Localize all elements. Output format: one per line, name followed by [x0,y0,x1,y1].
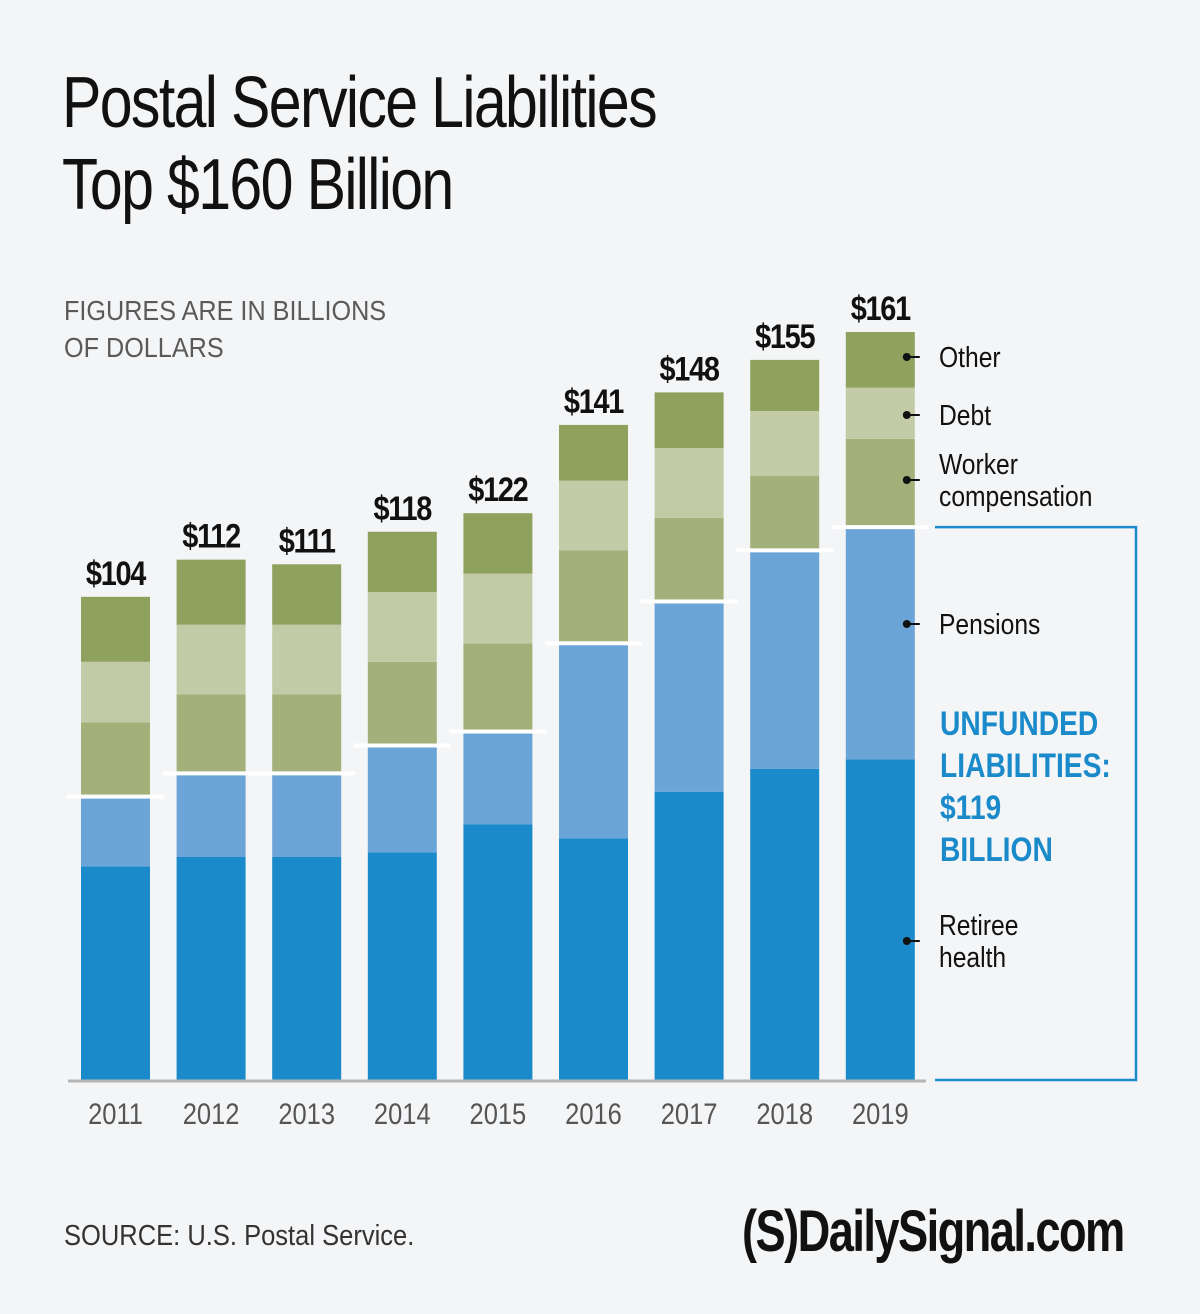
x-tick-label: 2017 [661,1097,718,1130]
bar-segment-worker_compensation [176,694,246,774]
x-tick-label: 2014 [374,1097,431,1130]
legend-label: health [939,941,1006,973]
bar-segment-retiree_health [750,768,820,1080]
bar-segment-retiree_health [654,791,724,1080]
bar-segment-pensions [81,796,150,867]
total-label: $111 [279,521,336,560]
x-tick-label: 2013 [278,1097,335,1130]
bar-segment-retiree_health [81,866,150,1080]
total-label: $104 [86,554,147,593]
x-tick-label: 2015 [470,1097,527,1130]
bar-segment-worker_compensation [845,438,915,528]
source-note: SOURCE: U.S. Postal Service. [64,1220,415,1252]
legend-label: Worker [939,448,1018,480]
bar-segment-other [750,359,820,411]
bar-segment-retiree_health [367,852,437,1080]
legend-label: Pensions [939,608,1040,640]
bar-segment-pensions [750,550,820,769]
bar-segment-pensions [367,745,437,853]
unfunded-separator [831,525,929,530]
subtitle-line-1: FIGURES ARE IN BILLIONS [64,295,387,326]
bar-segment-pensions [559,643,628,839]
title-line-2: Top $160 Billion [62,145,454,225]
bar-segment-retiree_health [272,856,342,1080]
bar-segment-pensions [845,527,915,760]
bar-segment-worker_compensation [559,550,628,644]
unfunded-bracket [935,525,1138,1082]
bar-segment-worker_compensation [463,643,533,732]
bar-segment-pensions [654,601,724,792]
total-label: $155 [755,317,815,356]
bar-segment-debt [750,410,820,477]
x-tick-label: 2019 [852,1097,909,1130]
bar-segment-retiree_health [463,824,533,1080]
total-label: $141 [564,382,624,421]
bar-segment-debt [176,624,246,695]
unfunded-separator [449,729,547,734]
bar-segment-retiree_health [845,759,915,1080]
bar-segment-other [845,332,915,388]
brand-logo: (S)DailySignal.com [742,1199,1125,1264]
chart-subtitle: FIGURES ARE IN BILLIONS OF DOLLARS [64,292,386,366]
title-line-1: Postal Service Liabilities [62,63,658,143]
legend-label: compensation [939,480,1092,512]
unfunded-separator [258,771,356,776]
bar-segment-other [463,513,533,574]
unfunded-separator [67,794,164,799]
x-tick-label: 2012 [183,1097,240,1130]
total-label: $112 [182,516,240,555]
subtitle-line-2: OF DOLLARS [64,332,224,363]
bar-segment-other [367,531,437,593]
bar-segment-worker_compensation [81,722,150,797]
x-tick-label: 2011 [88,1097,143,1130]
bar-segment-other [81,596,150,662]
bar-segment-debt [272,624,342,695]
bar-segment-debt [81,661,150,723]
chart-title: Postal Service Liabilities Top $160 Bill… [62,62,658,226]
unfunded-separator [545,641,642,646]
bar-segment-retiree_health [559,838,628,1080]
bar-segment-debt [654,448,724,518]
bar-segment-other [272,564,342,625]
unfunded-annotation: LIABILITIES: [940,747,1111,785]
bar-segment-pensions [176,773,246,857]
bar-segment-worker_compensation [367,661,437,746]
bar-segment-other [559,424,628,481]
bar-segment-pensions [272,773,342,857]
bar-segment-worker_compensation [750,476,820,551]
bar-segment-worker_compensation [654,517,724,602]
total-label: $118 [374,489,432,528]
legend-label: Retiree [939,909,1018,941]
bar-segment-other [176,559,246,625]
unfunded-separator [736,548,834,553]
x-tick-label: 2016 [565,1097,622,1130]
bar-segment-pensions [463,731,533,825]
bar-segment-debt [463,573,533,644]
bar-segment-retiree_health [176,856,246,1080]
bar-segment-debt [367,592,437,662]
total-label: $161 [851,289,911,328]
unfunded-separator [353,743,451,748]
bar-segment-other [654,392,724,449]
unfunded-separator [640,599,738,604]
unfunded-annotation: $119 [940,789,1001,827]
x-tick-label: 2018 [756,1097,813,1130]
unfunded-separator [162,771,260,776]
legend-label: Other [939,341,1001,373]
legend-label: Debt [939,399,992,431]
bar-segment-worker_compensation [272,694,342,774]
unfunded-annotation: BILLION [940,831,1053,869]
unfunded-annotation: UNFUNDED [940,705,1098,743]
total-label: $122 [468,470,528,509]
total-label: $148 [660,349,720,388]
bar-segment-debt [559,480,628,551]
